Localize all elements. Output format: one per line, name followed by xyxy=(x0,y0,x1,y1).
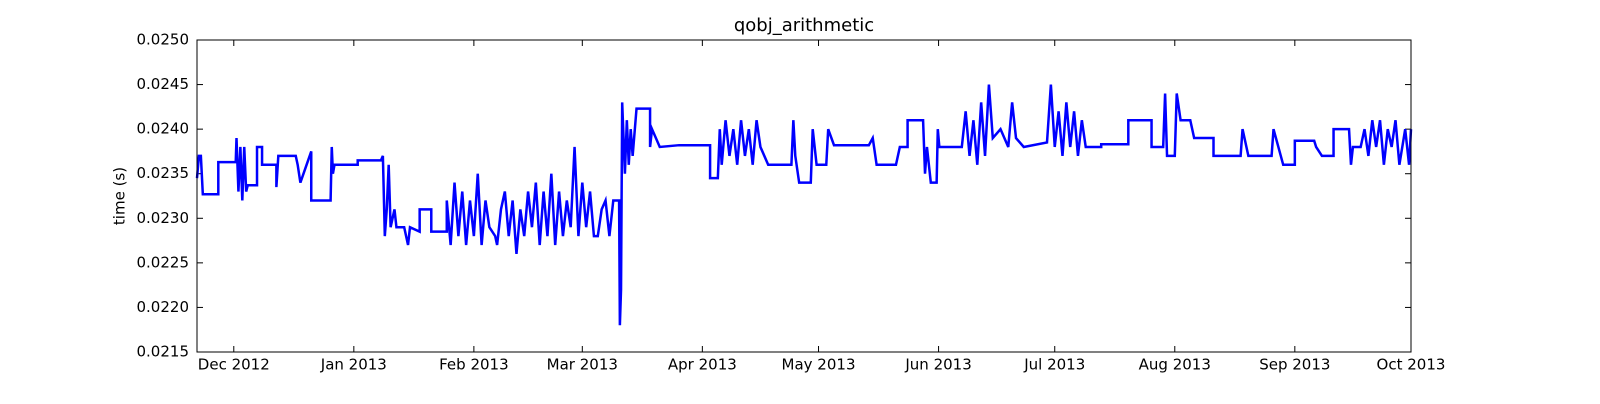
x-tick-label: Jan 2013 xyxy=(320,356,387,374)
x-tick-label: Oct 2013 xyxy=(1377,356,1446,374)
data-line xyxy=(195,84,1413,326)
y-tick-label: 0.0230 xyxy=(137,209,190,227)
x-tick-label: Mar 2013 xyxy=(547,356,618,374)
x-tick-label: Apr 2013 xyxy=(668,356,737,374)
x-tick-label: Jun 2013 xyxy=(904,356,971,374)
y-tick-label: 0.0220 xyxy=(137,298,190,316)
y-tick-label: 0.0225 xyxy=(137,253,190,271)
x-tick-label: Jul 2013 xyxy=(1023,356,1085,374)
chart-title: qobj_arithmetic xyxy=(734,15,874,36)
y-tick-label: 0.0245 xyxy=(137,75,190,93)
x-tick-label: Aug 2013 xyxy=(1139,356,1211,374)
x-tick-label: Sep 2013 xyxy=(1259,356,1330,374)
y-tick-label: 0.0240 xyxy=(137,120,190,138)
y-axis-label: time (s) xyxy=(111,167,129,225)
y-tick-label: 0.0250 xyxy=(137,31,190,49)
x-tick-label: Dec 2012 xyxy=(198,356,270,374)
x-tick-label: Feb 2013 xyxy=(439,356,509,374)
y-tick-label: 0.0215 xyxy=(137,343,190,361)
x-tick-label: May 2013 xyxy=(782,356,856,374)
y-tick-label: 0.0235 xyxy=(137,164,190,182)
plot-frame xyxy=(196,39,1412,353)
